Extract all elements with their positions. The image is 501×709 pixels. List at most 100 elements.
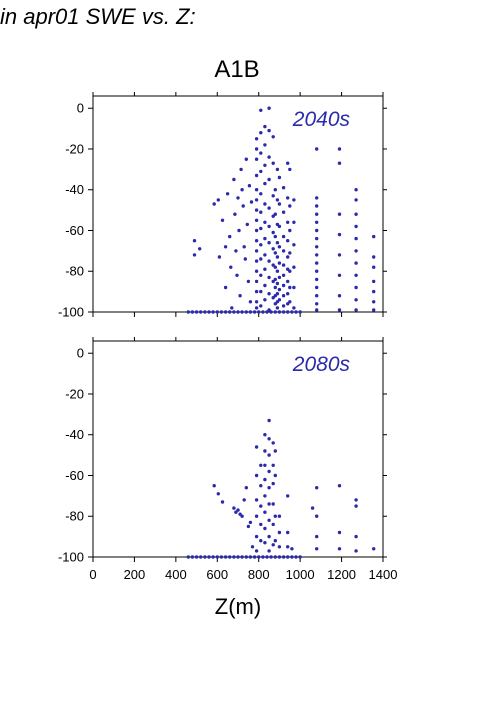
data-point xyxy=(337,308,342,312)
data-point xyxy=(207,310,211,314)
data-point xyxy=(267,128,271,133)
data-point xyxy=(219,555,224,559)
data-point xyxy=(354,534,358,539)
y-tick-label: -40 xyxy=(65,182,84,197)
data-point xyxy=(244,555,248,559)
x-tick-label: 0 xyxy=(89,567,96,582)
data-point xyxy=(372,265,376,269)
data-point xyxy=(244,310,248,314)
data-point xyxy=(267,224,271,229)
data-point xyxy=(354,273,358,277)
data-point xyxy=(271,230,275,235)
data-point xyxy=(234,249,238,253)
data-point xyxy=(281,310,286,314)
panel-2080s: 0 -20 -40 -60 -80 -100 0 200 400 600 800 1000 1200 14… xyxy=(58,337,397,582)
data-point xyxy=(277,298,282,302)
data-point xyxy=(259,131,263,135)
data-point xyxy=(315,308,319,312)
y-tick-label: -20 xyxy=(65,386,84,401)
data-point xyxy=(277,287,282,292)
data-point xyxy=(190,310,195,314)
data-point xyxy=(263,163,267,167)
data-point xyxy=(241,204,245,208)
data-point xyxy=(230,306,234,310)
data-point xyxy=(236,196,240,200)
data-point xyxy=(267,437,271,441)
data-point xyxy=(281,249,286,253)
data-point xyxy=(267,206,271,210)
data-point xyxy=(244,486,248,490)
y-tick-label: -40 xyxy=(65,427,84,442)
data-point xyxy=(277,530,282,535)
data-point xyxy=(372,279,376,284)
data-point xyxy=(354,549,358,553)
data-point xyxy=(277,555,282,559)
data-point xyxy=(277,224,282,229)
data-point xyxy=(281,273,286,277)
data-point xyxy=(271,441,275,445)
data-point xyxy=(243,257,247,261)
data-point xyxy=(263,541,267,545)
data-point xyxy=(265,555,269,559)
data-point xyxy=(275,255,280,259)
data-point xyxy=(286,220,290,224)
data-point xyxy=(354,249,358,253)
panel-label: 2080s xyxy=(292,353,351,376)
data-point xyxy=(223,285,228,290)
data-point xyxy=(259,289,263,294)
data-point xyxy=(298,310,302,314)
data-point xyxy=(198,247,202,251)
data-point xyxy=(275,292,280,296)
data-point xyxy=(267,502,271,506)
data-point xyxy=(288,204,292,208)
data-point xyxy=(215,555,219,559)
data-point xyxy=(228,234,232,239)
data-point xyxy=(354,212,358,216)
data-point xyxy=(273,188,277,192)
data-point xyxy=(273,555,277,559)
data-point xyxy=(252,555,257,559)
data-point xyxy=(267,241,271,245)
data-point xyxy=(190,555,195,559)
data-point xyxy=(315,277,319,282)
data-point xyxy=(337,547,342,551)
data-point xyxy=(315,204,319,208)
x-tick-label: 200 xyxy=(124,567,146,582)
data-point xyxy=(249,200,254,204)
data-point xyxy=(315,514,319,518)
data-point xyxy=(337,530,342,535)
data-point xyxy=(220,218,225,222)
data-point xyxy=(372,255,376,259)
data-point xyxy=(248,300,253,304)
data-point xyxy=(315,228,319,233)
data-point xyxy=(271,481,275,486)
data-point xyxy=(263,267,267,271)
data-point xyxy=(277,545,282,549)
x-tick-label: 1000 xyxy=(286,567,315,582)
data-point xyxy=(259,484,263,488)
data-point xyxy=(315,486,319,490)
data-point xyxy=(354,498,358,502)
data-point xyxy=(236,555,240,559)
data-point xyxy=(277,245,282,249)
y-tick-label: -20 xyxy=(65,141,84,156)
data-point xyxy=(267,486,271,490)
data-point xyxy=(273,449,277,453)
data-point xyxy=(292,198,296,202)
data-point xyxy=(271,263,275,267)
data-point xyxy=(288,167,292,172)
x-tick-label: 600 xyxy=(206,567,228,582)
data-point xyxy=(337,212,342,216)
data-point xyxy=(271,522,275,527)
data-point xyxy=(294,555,298,559)
data-point xyxy=(254,534,259,539)
data-point xyxy=(315,269,319,273)
data-point xyxy=(275,241,280,245)
data-point xyxy=(267,518,271,522)
data-point xyxy=(259,151,263,155)
data-point xyxy=(248,310,253,314)
data-point xyxy=(254,249,259,253)
data-point xyxy=(310,506,315,510)
data-point xyxy=(263,253,267,257)
data-point xyxy=(286,292,290,296)
